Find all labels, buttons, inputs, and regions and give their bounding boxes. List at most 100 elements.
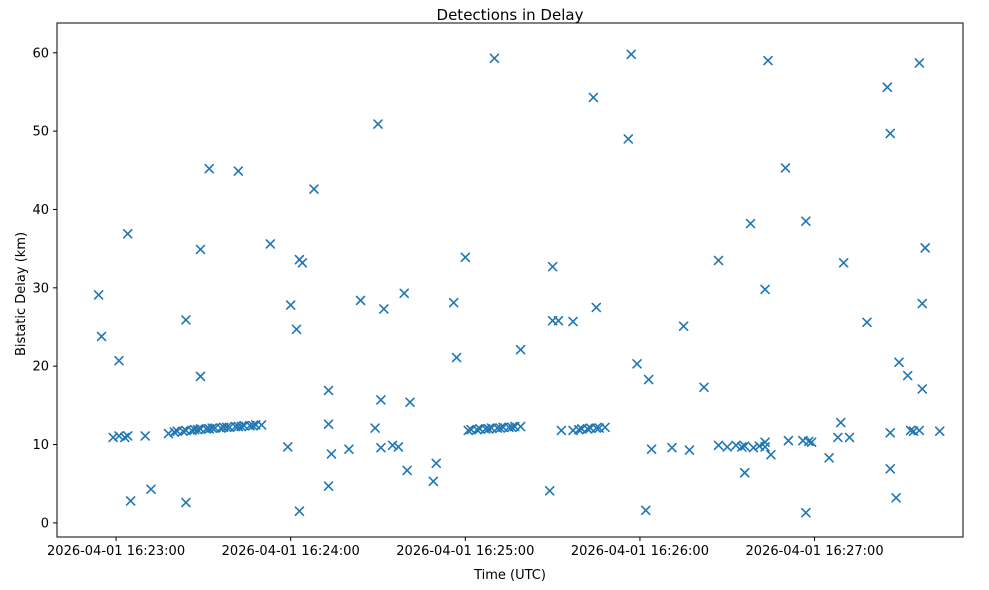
data-point-marker xyxy=(914,425,925,436)
data-point-marker xyxy=(460,252,471,263)
data-point-marker xyxy=(344,444,354,455)
data-point-marker xyxy=(917,298,928,309)
data-point-marker xyxy=(667,442,677,453)
data-point-marker xyxy=(600,422,610,433)
data-point-marker xyxy=(739,467,750,478)
data-point-marker xyxy=(760,284,770,295)
axes-spines xyxy=(56,22,964,538)
data-point-marker xyxy=(684,445,695,455)
data-point-marker xyxy=(905,425,916,436)
data-point-marker xyxy=(885,464,896,474)
data-point-marker xyxy=(722,442,733,452)
data-point-marker xyxy=(448,297,459,308)
data-point-marker xyxy=(914,58,925,68)
data-point-marker xyxy=(140,431,150,441)
data-point-marker xyxy=(483,424,494,434)
data-point-marker xyxy=(591,302,602,313)
data-point-marker xyxy=(553,315,564,326)
data-point-marker xyxy=(699,382,709,393)
data-point-marker xyxy=(640,505,651,516)
data-point-marker xyxy=(748,442,759,453)
data-point-marker xyxy=(495,423,506,433)
data-point-marker xyxy=(806,437,817,447)
data-point-marker xyxy=(507,422,517,433)
y-tick-label: 10 xyxy=(32,438,49,453)
chart-title: Detections in Delay xyxy=(436,6,584,24)
data-point-marker xyxy=(108,432,118,443)
data-point-marker xyxy=(451,352,462,363)
data-point-marker xyxy=(291,324,302,335)
data-point-marker xyxy=(125,496,136,506)
data-point-marker xyxy=(801,507,811,518)
data-point-marker xyxy=(582,424,593,434)
data-point-marker xyxy=(894,357,904,368)
data-point-marker xyxy=(405,397,415,408)
data-point-marker xyxy=(428,476,439,487)
data-point-marker xyxy=(373,119,383,129)
data-point-marker xyxy=(221,422,232,433)
data-point-marker xyxy=(370,423,380,433)
data-point-marker xyxy=(885,128,896,139)
data-point-marker xyxy=(163,428,174,439)
data-point-marker xyxy=(515,421,526,432)
data-point-marker xyxy=(376,442,386,453)
data-point-marker xyxy=(204,163,215,174)
data-point-marker xyxy=(114,431,124,441)
data-point-marker xyxy=(737,442,747,452)
data-point-marker xyxy=(760,437,770,447)
data-point-marker xyxy=(713,255,724,266)
x-tick-label: 2026-04-01 16:23:00 xyxy=(47,544,185,559)
x-tick-label: 2026-04-01 16:24:00 xyxy=(222,544,360,559)
data-point-marker xyxy=(402,465,412,476)
data-point-marker xyxy=(122,431,133,441)
data-point-marker xyxy=(192,424,203,435)
data-point-marker xyxy=(96,331,107,342)
data-point-marker xyxy=(934,426,945,437)
data-point-marker xyxy=(178,426,188,437)
data-point-marker xyxy=(236,421,247,432)
data-point-marker xyxy=(169,427,180,437)
data-point-marker xyxy=(780,163,791,173)
data-point-marker xyxy=(643,374,654,385)
data-point-marker xyxy=(309,184,319,194)
y-tick-label: 60 xyxy=(32,46,49,61)
data-point-marker xyxy=(489,53,500,64)
data-point-marker xyxy=(588,92,599,103)
data-point-marker xyxy=(803,436,814,447)
data-point-marker xyxy=(544,485,555,496)
data-point-marker xyxy=(379,304,389,314)
data-point-marker xyxy=(431,458,442,469)
x-tick-label: 2026-04-01 16:26:00 xyxy=(571,544,709,559)
data-point-marker xyxy=(591,423,602,433)
data-point-marker xyxy=(891,493,901,503)
y-tick-label: 50 xyxy=(32,125,49,140)
data-point-marker xyxy=(376,395,386,405)
data-point-marker xyxy=(766,449,776,460)
data-point-marker xyxy=(763,55,773,66)
data-point-marker xyxy=(207,423,217,433)
data-point-marker xyxy=(323,481,334,491)
data-point-marker xyxy=(835,417,846,428)
data-point-marker xyxy=(463,425,474,436)
data-point-marker xyxy=(844,432,855,443)
data-point-marker xyxy=(783,435,794,446)
data-point-marker xyxy=(399,288,410,299)
data-point-marker xyxy=(745,218,756,229)
data-point-marker xyxy=(122,228,133,239)
data-point-marker xyxy=(233,166,244,176)
data-point-marker xyxy=(838,257,849,268)
data-point-marker xyxy=(181,315,191,325)
data-point-marker xyxy=(646,444,657,455)
data-point-marker xyxy=(248,420,258,431)
data-point-marker xyxy=(824,453,834,463)
data-point-marker xyxy=(282,442,293,452)
data-point-marker xyxy=(902,370,913,381)
data-point-marker xyxy=(297,257,308,268)
data-point-marker xyxy=(568,316,578,327)
data-point-marker xyxy=(323,385,334,396)
data-point-marker xyxy=(472,424,482,435)
y-axis-label: Bistatic Delay (km) xyxy=(14,231,29,357)
y-tick-label: 30 xyxy=(32,281,49,296)
data-point-marker xyxy=(920,243,930,253)
